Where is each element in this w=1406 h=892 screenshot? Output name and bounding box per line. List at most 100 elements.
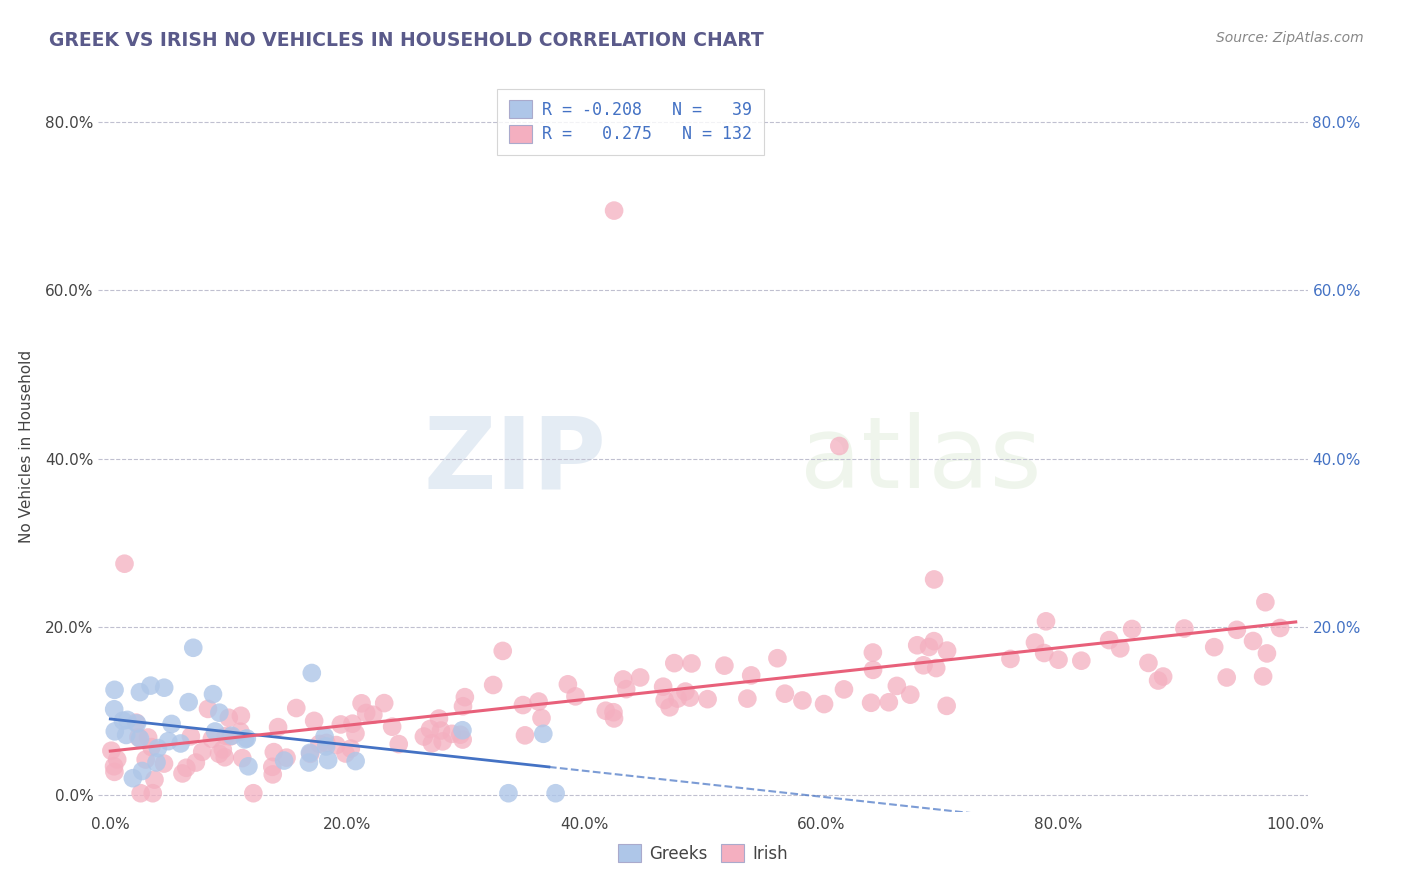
Point — [832, 682, 855, 697]
Point — [1033, 646, 1056, 660]
Point — [935, 698, 957, 713]
Point — [766, 651, 789, 665]
Point — [564, 690, 586, 704]
Point — [218, 711, 240, 725]
Point — [298, 756, 321, 770]
Point — [221, 729, 243, 743]
Point — [153, 681, 176, 695]
Point — [342, 716, 364, 731]
Point — [208, 706, 231, 720]
Point — [214, 729, 236, 743]
Point — [267, 720, 290, 734]
Point — [498, 786, 520, 800]
Point — [482, 678, 505, 692]
Point — [1215, 671, 1237, 685]
Point — [117, 713, 139, 727]
Point — [197, 702, 219, 716]
Point — [214, 750, 236, 764]
Point — [176, 761, 198, 775]
Point — [877, 695, 900, 709]
Point — [103, 682, 125, 697]
Point — [233, 732, 256, 747]
Legend: Greeks, Irish: Greeks, Irish — [612, 838, 794, 869]
Point — [121, 771, 143, 785]
Point — [180, 729, 202, 743]
Point — [314, 730, 336, 744]
Point — [449, 728, 471, 742]
Point — [430, 723, 453, 738]
Point — [103, 764, 125, 779]
Point — [201, 687, 224, 701]
Point — [628, 670, 651, 684]
Point — [105, 752, 128, 766]
Point — [530, 711, 553, 725]
Point — [603, 711, 626, 725]
Point — [129, 786, 152, 800]
Point — [1047, 653, 1070, 667]
Point — [603, 203, 626, 218]
Point — [388, 737, 411, 751]
Point — [315, 739, 337, 754]
Point — [531, 727, 554, 741]
Point — [696, 692, 718, 706]
Point — [614, 682, 637, 697]
Point — [1098, 633, 1121, 648]
Point — [263, 745, 285, 759]
Point — [512, 698, 534, 712]
Point — [135, 753, 157, 767]
Point — [219, 730, 242, 744]
Point — [298, 746, 321, 760]
Point — [115, 728, 138, 742]
Point — [350, 696, 373, 710]
Point — [1256, 647, 1278, 661]
Point — [344, 754, 367, 768]
Point — [139, 679, 162, 693]
Point — [936, 643, 959, 657]
Point — [177, 695, 200, 709]
Point — [1173, 622, 1195, 636]
Point — [862, 646, 884, 660]
Point — [129, 731, 152, 746]
Point — [316, 753, 339, 767]
Y-axis label: No Vehicles in Household: No Vehicles in Household — [18, 350, 34, 542]
Point — [898, 688, 921, 702]
Text: Source: ZipAtlas.com: Source: ZipAtlas.com — [1216, 31, 1364, 45]
Point — [191, 745, 214, 759]
Point — [420, 736, 443, 750]
Point — [236, 731, 259, 746]
Point — [905, 638, 928, 652]
Point — [737, 691, 759, 706]
Point — [440, 727, 463, 741]
Point — [1226, 623, 1249, 637]
Point — [792, 693, 814, 707]
Point — [103, 759, 125, 773]
Point — [432, 734, 454, 748]
Point — [918, 640, 941, 654]
Point — [454, 690, 477, 705]
Point — [160, 717, 183, 731]
Point — [1254, 595, 1277, 609]
Point — [315, 736, 337, 750]
Point — [658, 700, 681, 714]
Point — [153, 756, 176, 771]
Point — [184, 756, 207, 770]
Point — [666, 691, 689, 706]
Point — [127, 730, 149, 744]
Point — [204, 724, 226, 739]
Point — [513, 728, 536, 742]
Point — [301, 665, 323, 680]
Point — [157, 734, 180, 748]
Point — [145, 756, 167, 770]
Point — [1251, 669, 1274, 683]
Point — [201, 731, 224, 746]
Point — [681, 657, 703, 671]
Point — [602, 705, 624, 719]
Point — [114, 557, 136, 571]
Point — [1024, 635, 1046, 649]
Point — [862, 663, 884, 677]
Point — [1147, 673, 1170, 688]
Point — [451, 732, 474, 747]
Point — [912, 658, 935, 673]
Point — [142, 786, 165, 800]
Point — [103, 702, 125, 716]
